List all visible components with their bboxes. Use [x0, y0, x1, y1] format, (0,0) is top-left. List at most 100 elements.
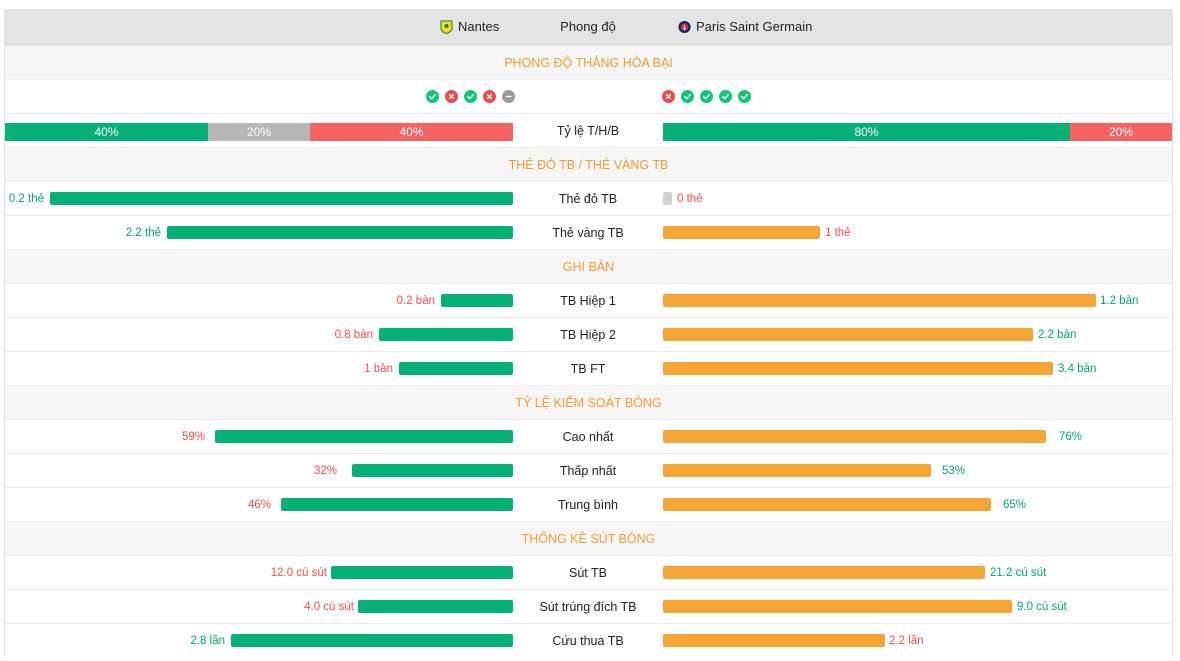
away-loss-pct: 20%: [1070, 123, 1172, 141]
stat-row-possession-min: 32% Thấp nhất 53%: [5, 453, 1172, 487]
away-possession-avg-bar: [663, 498, 991, 511]
stat-row-yellow-cards: 2.2 thẻ Thẻ vàng TB 1 thẻ: [5, 215, 1172, 249]
win-check-icon: [681, 90, 694, 103]
goals-h1-label: TB Hiệp 1: [560, 294, 616, 308]
saves-label: Cứu thua TB: [552, 634, 624, 648]
loss-cross-icon: [445, 90, 458, 103]
home-possession-avg-bar: [281, 498, 513, 511]
home-goals-h1-value: 0.2 bàn: [396, 295, 435, 307]
home-win-pct: 40%: [5, 123, 208, 141]
canary-shield-icon: [440, 20, 453, 34]
stat-row-red-cards: 0.2 thẻ Thẻ đỏ TB 0 thẻ: [5, 181, 1172, 215]
away-saves-bar: [663, 634, 885, 647]
away-shots-value: 21.2 cú sút: [990, 567, 1047, 579]
draw-minus-icon: [502, 90, 515, 103]
away-win-pct: 80%: [663, 123, 1070, 141]
away-yellow-cards-value: 1 thẻ: [825, 227, 851, 239]
away-possession-min-bar: [663, 464, 931, 477]
away-possession-max-bar: [663, 430, 1046, 443]
red-cards-label: Thẻ đỏ TB: [558, 192, 618, 206]
home-goals-h1-bar: [441, 294, 513, 307]
form-comparison-panel: Nantes Phong độ Paris Saint Germain PHON…: [4, 9, 1173, 657]
away-team[interactable]: Paris Saint Germain: [678, 19, 812, 34]
win-check-icon: [426, 90, 439, 103]
away-goals-ft-bar: [663, 362, 1053, 375]
away-goals-ft-value: 3.4 bàn: [1058, 363, 1097, 375]
stat-row-possession-avg: 46% Trung bình 65%: [5, 487, 1172, 521]
section-cards-title: THẺ ĐỎ TB / THẺ VÀNG TB: [5, 147, 1172, 181]
ratio-label: Tỷ lệ T/H/B: [556, 124, 620, 138]
loss-cross-icon: [662, 90, 675, 103]
home-team-name: Nantes: [458, 19, 500, 34]
stat-row-goals-ft: 1 bàn TB FT 3.4 bàn: [5, 351, 1172, 385]
shots-on-target-label: Sút trúng đích TB: [539, 600, 637, 614]
form-ratio-row: 40% 20% 40% Tỷ lệ T/H/B 80% 20%: [5, 113, 1172, 147]
home-possession-max-bar: [215, 430, 513, 443]
win-check-icon: [700, 90, 713, 103]
home-possession-min-value: 32%: [313, 465, 337, 477]
away-goals-h1-value: 1.2 bàn: [1100, 295, 1139, 307]
home-possession-min-bar: [352, 464, 513, 477]
home-draw-pct: 20%: [208, 123, 310, 141]
section-possession-title: TỶ LỆ KIỂM SOÁT BÓNG: [5, 385, 1172, 419]
away-possession-max-value: 76%: [1059, 431, 1083, 443]
eiffel-badge-icon: [678, 20, 691, 33]
win-check-icon: [719, 90, 732, 103]
away-goals-h2-value: 2.2 bàn: [1038, 329, 1077, 341]
away-yellow-cards-bar: [663, 226, 820, 239]
home-red-cards-bar: [50, 192, 513, 205]
goals-ft-label: TB FT: [570, 362, 606, 376]
away-form-dots: [662, 90, 751, 103]
home-shots-value: 12.0 cú sút: [270, 567, 327, 579]
section-shots-title: THỐNG KÊ SÚT BÓNG: [5, 521, 1172, 555]
away-goals-h2-bar: [663, 328, 1033, 341]
away-saves-value: 2.2 lần: [889, 635, 924, 647]
home-goals-h2-value: 0.8 bàn: [334, 329, 373, 341]
home-saves-bar: [231, 634, 513, 647]
goals-h2-label: TB Hiệp 2: [560, 328, 616, 342]
home-loss-pct: 40%: [310, 123, 513, 141]
section-form-title: PHONG ĐỘ THẮNG HÒA BẠI: [5, 45, 1172, 79]
yellow-cards-label: Thẻ vàng TB: [552, 226, 624, 240]
home-goals-ft-bar: [399, 362, 513, 375]
home-red-cards-value: 0.2 thẻ: [8, 193, 44, 205]
home-yellow-cards-value: 2.2 thẻ: [125, 227, 161, 239]
stat-row-shots: 12.0 cú sút Sút TB 21.2 cú sút: [5, 555, 1172, 589]
header-title: Phong độ: [560, 19, 616, 34]
home-team[interactable]: Nantes: [440, 19, 499, 34]
home-form-dots: [426, 90, 515, 103]
stat-row-shots-on-target: 4.0 cú sút Sút trúng đích TB 9.0 cú sút: [5, 589, 1172, 623]
away-team-name: Paris Saint Germain: [696, 19, 813, 34]
home-goals-ft-value: 1 bàn: [364, 363, 393, 375]
win-check-icon: [738, 90, 751, 103]
section-goals-title: GHI BÀN: [5, 249, 1172, 283]
home-yellow-cards-bar: [167, 226, 513, 239]
form-results-row: [5, 79, 1172, 113]
win-check-icon: [464, 90, 477, 103]
away-shots-on-target-bar: [663, 600, 1012, 613]
possession-min-label: Thấp nhất: [559, 464, 617, 478]
home-possession-max-value: 59%: [181, 431, 205, 443]
home-saves-value: 2.8 lần: [190, 635, 225, 647]
stat-row-saves: 2.8 lần Cứu thua TB 2.2 lần: [5, 623, 1172, 657]
stat-row-goals-h1: 0.2 bàn TB Hiệp 1 1.2 bàn: [5, 283, 1172, 317]
home-goals-h2-bar: [379, 328, 513, 341]
away-red-cards-bar: [663, 192, 672, 205]
home-shots-on-target-bar: [358, 600, 513, 613]
home-shots-bar: [331, 566, 513, 579]
stat-row-goals-h2: 0.8 bàn TB Hiệp 2 2.2 bàn: [5, 317, 1172, 351]
away-possession-avg-value: 65%: [1003, 499, 1027, 511]
away-shots-bar: [663, 566, 985, 579]
away-possession-min-value: 53%: [942, 465, 966, 477]
possession-avg-label: Trung bình: [558, 498, 618, 512]
loss-cross-icon: [483, 90, 496, 103]
away-goals-h1-bar: [663, 294, 1096, 307]
shots-label: Sút TB: [569, 566, 607, 580]
comparison-header: Nantes Phong độ Paris Saint Germain: [5, 10, 1172, 45]
away-shots-on-target-value: 9.0 cú sút: [1017, 601, 1067, 613]
home-shots-on-target-value: 4.0 cú sút: [304, 601, 354, 613]
stat-row-possession-max: 59% Cao nhất 76%: [5, 419, 1172, 453]
possession-max-label: Cao nhất: [562, 430, 614, 444]
home-possession-avg-value: 46%: [247, 499, 271, 511]
away-red-cards-value: 0 thẻ: [677, 193, 703, 205]
